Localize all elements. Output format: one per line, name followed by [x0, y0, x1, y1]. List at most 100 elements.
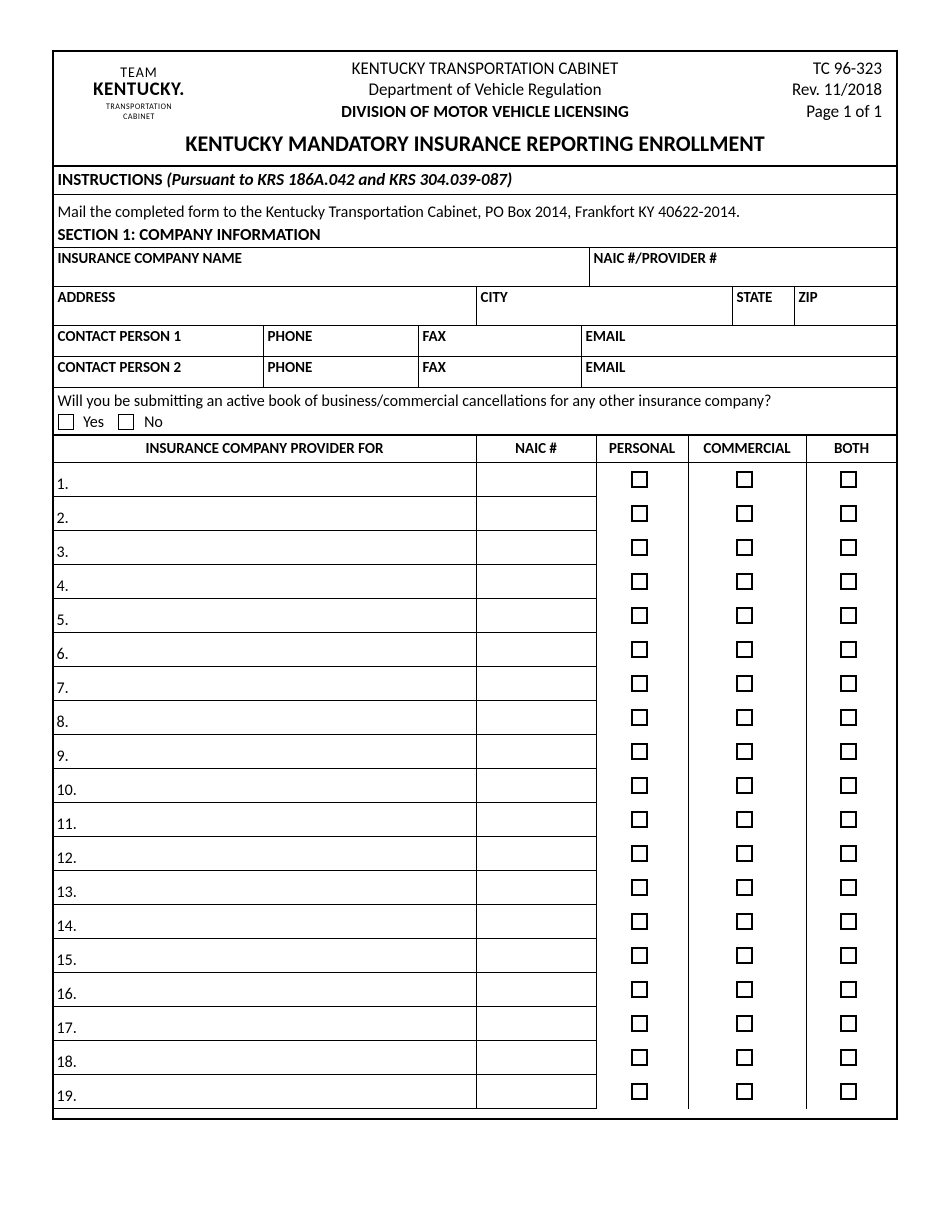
- checkbox-both[interactable]: [840, 913, 857, 930]
- checkbox-commercial[interactable]: [736, 913, 753, 930]
- checkbox-commercial[interactable]: [736, 641, 753, 658]
- checkbox-both[interactable]: [840, 947, 857, 964]
- checkbox-personal[interactable]: [631, 675, 648, 692]
- cell-provider[interactable]: 11.: [54, 803, 477, 837]
- checkbox-personal[interactable]: [631, 709, 648, 726]
- cell-naic[interactable]: [477, 871, 597, 905]
- cell-naic[interactable]: [477, 803, 597, 837]
- label-phone2[interactable]: PHONE: [264, 357, 419, 387]
- label-email2[interactable]: EMAIL: [582, 357, 897, 387]
- cell-provider[interactable]: 16.: [54, 973, 477, 1007]
- checkbox-both[interactable]: [840, 573, 857, 590]
- checkbox-both[interactable]: [840, 777, 857, 794]
- checkbox-both[interactable]: [840, 471, 857, 488]
- checkbox-personal[interactable]: [631, 777, 648, 794]
- label-fax1[interactable]: FAX: [419, 326, 582, 356]
- checkbox-personal[interactable]: [631, 505, 648, 522]
- checkbox-commercial[interactable]: [736, 981, 753, 998]
- label-contact2[interactable]: CONTACT PERSON 2: [54, 357, 264, 387]
- checkbox-both[interactable]: [840, 607, 857, 624]
- cell-provider[interactable]: 7.: [54, 667, 477, 701]
- cell-naic[interactable]: [477, 1041, 597, 1075]
- cell-naic[interactable]: [477, 1007, 597, 1041]
- checkbox-personal[interactable]: [631, 1083, 648, 1100]
- cell-provider[interactable]: 5.: [54, 599, 477, 633]
- cell-provider[interactable]: 13.: [54, 871, 477, 905]
- checkbox-personal[interactable]: [631, 981, 648, 998]
- label-city[interactable]: CITY: [477, 287, 733, 325]
- checkbox-commercial[interactable]: [736, 1083, 753, 1100]
- cell-naic[interactable]: [477, 667, 597, 701]
- label-email1[interactable]: EMAIL: [582, 326, 897, 356]
- cell-naic[interactable]: [477, 973, 597, 1007]
- cell-provider[interactable]: 15.: [54, 939, 477, 973]
- checkbox-commercial[interactable]: [736, 505, 753, 522]
- cell-provider[interactable]: 18.: [54, 1041, 477, 1075]
- cell-naic[interactable]: [477, 939, 597, 973]
- cell-provider[interactable]: 1.: [54, 463, 477, 497]
- checkbox-both[interactable]: [840, 1015, 857, 1032]
- cell-naic[interactable]: [477, 565, 597, 599]
- checkbox-personal[interactable]: [631, 539, 648, 556]
- label-zip[interactable]: ZIP: [795, 287, 897, 325]
- cell-naic[interactable]: [477, 905, 597, 939]
- checkbox-personal[interactable]: [631, 845, 648, 862]
- cell-naic[interactable]: [477, 497, 597, 531]
- checkbox-commercial[interactable]: [736, 947, 753, 964]
- label-phone1[interactable]: PHONE: [264, 326, 419, 356]
- checkbox-commercial[interactable]: [736, 607, 753, 624]
- cell-provider[interactable]: 8.: [54, 701, 477, 735]
- cell-naic[interactable]: [477, 633, 597, 667]
- cell-naic[interactable]: [477, 1075, 597, 1109]
- checkbox-both[interactable]: [840, 675, 857, 692]
- checkbox-yes[interactable]: [58, 414, 74, 430]
- label-address[interactable]: ADDRESS: [54, 287, 477, 325]
- cell-provider[interactable]: 2.: [54, 497, 477, 531]
- checkbox-no[interactable]: [118, 414, 134, 430]
- cell-naic[interactable]: [477, 463, 597, 497]
- cell-provider[interactable]: 9.: [54, 735, 477, 769]
- checkbox-both[interactable]: [840, 505, 857, 522]
- checkbox-personal[interactable]: [631, 1015, 648, 1032]
- checkbox-personal[interactable]: [631, 913, 648, 930]
- cell-naic[interactable]: [477, 769, 597, 803]
- cell-provider[interactable]: 6.: [54, 633, 477, 667]
- checkbox-personal[interactable]: [631, 743, 648, 760]
- checkbox-personal[interactable]: [631, 1049, 648, 1066]
- cell-provider[interactable]: 4.: [54, 565, 477, 599]
- checkbox-commercial[interactable]: [736, 845, 753, 862]
- cell-naic[interactable]: [477, 531, 597, 565]
- checkbox-personal[interactable]: [631, 947, 648, 964]
- checkbox-commercial[interactable]: [736, 743, 753, 760]
- checkbox-both[interactable]: [840, 743, 857, 760]
- cell-naic[interactable]: [477, 735, 597, 769]
- checkbox-both[interactable]: [840, 845, 857, 862]
- checkbox-commercial[interactable]: [736, 811, 753, 828]
- cell-provider[interactable]: 19.: [54, 1075, 477, 1109]
- checkbox-personal[interactable]: [631, 641, 648, 658]
- label-naic[interactable]: NAIC #/PROVIDER #: [590, 248, 897, 286]
- checkbox-personal[interactable]: [631, 471, 648, 488]
- checkbox-both[interactable]: [840, 641, 857, 658]
- label-state[interactable]: STATE: [733, 287, 795, 325]
- cell-naic[interactable]: [477, 701, 597, 735]
- checkbox-personal[interactable]: [631, 607, 648, 624]
- checkbox-commercial[interactable]: [736, 539, 753, 556]
- label-company[interactable]: INSURANCE COMPANY NAME: [54, 248, 590, 286]
- checkbox-commercial[interactable]: [736, 777, 753, 794]
- checkbox-commercial[interactable]: [736, 879, 753, 896]
- cell-naic[interactable]: [477, 599, 597, 633]
- cell-provider[interactable]: 12.: [54, 837, 477, 871]
- checkbox-both[interactable]: [840, 1049, 857, 1066]
- checkbox-personal[interactable]: [631, 879, 648, 896]
- label-contact1[interactable]: CONTACT PERSON 1: [54, 326, 264, 356]
- checkbox-commercial[interactable]: [736, 573, 753, 590]
- checkbox-both[interactable]: [840, 539, 857, 556]
- checkbox-commercial[interactable]: [736, 675, 753, 692]
- checkbox-commercial[interactable]: [736, 709, 753, 726]
- checkbox-both[interactable]: [840, 811, 857, 828]
- label-fax2[interactable]: FAX: [419, 357, 582, 387]
- cell-naic[interactable]: [477, 837, 597, 871]
- cell-provider[interactable]: 3.: [54, 531, 477, 565]
- checkbox-both[interactable]: [840, 879, 857, 896]
